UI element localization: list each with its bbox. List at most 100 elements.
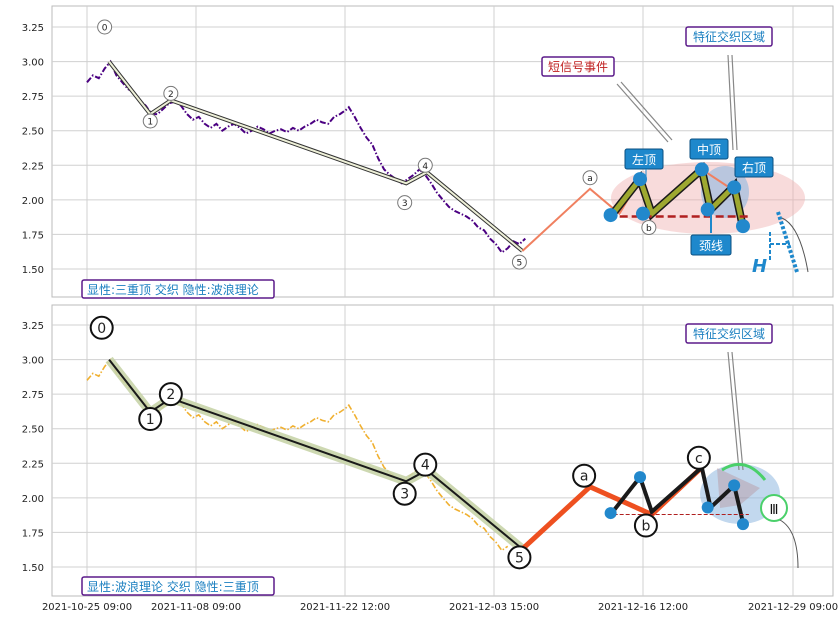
wave-label: 2 (168, 90, 174, 100)
wave-label-circle (89, 315, 114, 340)
annotation-label: 左顶 (632, 152, 656, 167)
key-point (700, 202, 715, 217)
y-tick-label: 2.00 (22, 494, 44, 505)
key-point (727, 180, 742, 195)
wave-label-circle (507, 545, 532, 570)
y-tick-label: 3.00 (22, 356, 44, 367)
y-tick-label: 2.75 (22, 390, 44, 401)
x-tick-label: 2021-11-22 12:00 (300, 602, 390, 613)
wave-label-circle (142, 113, 158, 129)
y-tick-label: 2.75 (22, 92, 44, 103)
key-point (604, 507, 617, 520)
panel-caption: 显性:三重顶 交织 隐性:波浪理论 (81, 279, 275, 299)
price-line (86, 358, 509, 552)
y-tick-label: 1.75 (22, 230, 44, 241)
y-tick-label: 1.50 (22, 563, 44, 574)
key-point (633, 172, 648, 187)
curve-arrow (781, 217, 809, 273)
plot-frame (51, 304, 834, 597)
wave-label: 5 (515, 550, 524, 566)
wave-line (108, 60, 524, 252)
wave-label: 4 (422, 162, 428, 172)
region-label: 特征交织区域 (693, 29, 765, 44)
x-tick-label: 2021-12-29 09:00 (748, 602, 838, 613)
curve-arrow (779, 519, 799, 569)
x-axis: 2021-10-25 09:00 2021-11-08 09:00 2021-11-… (42, 602, 838, 613)
wave-line (108, 358, 524, 550)
y-tick-label: 3.25 (22, 23, 44, 34)
wave-label: c (695, 451, 703, 467)
wave-label: 1 (146, 412, 155, 428)
annotation-label: 右顶 (742, 160, 766, 175)
region-box (685, 26, 773, 47)
green-arc (721, 462, 767, 481)
wave-label: b (641, 519, 650, 535)
wave-label: 0 (97, 321, 106, 337)
key-point (728, 479, 741, 492)
wave-label: 0 (102, 24, 108, 34)
x-tick-label: 2021-12-16 12:00 (598, 602, 688, 613)
y-tick-label: 3.25 (22, 321, 44, 332)
annotation-box (734, 156, 774, 178)
event-arrow (616, 81, 673, 143)
wave-label-circle (163, 85, 179, 101)
region-arrow (727, 351, 744, 471)
key-point (736, 518, 749, 531)
annotation-box (690, 234, 732, 256)
x-tick-label: 2021-11-08 09:00 (151, 602, 241, 613)
wave-label: 4 (421, 458, 430, 474)
interlace-zone (700, 464, 780, 524)
wave-label: 5 (517, 259, 523, 269)
wave-label-circle (138, 407, 163, 432)
region-label: 特征交织区域 (693, 326, 765, 341)
wave-label-circle (158, 382, 183, 407)
y-tick-label: 2.00 (22, 196, 44, 207)
wave-label: 1 (147, 118, 153, 128)
key-point (701, 501, 714, 514)
key-point (635, 206, 650, 221)
caption-text: 显性:波浪理论 交织 隐性:三重顶 (87, 579, 259, 594)
wave-label: 2 (166, 387, 175, 403)
key-point (634, 471, 647, 484)
region-arrow (727, 54, 738, 151)
x-tick-label: 2021-12-03 15:00 (449, 602, 539, 613)
key-point (735, 219, 750, 234)
y-tick-label: 2.25 (22, 459, 44, 470)
y-tick-label: 1.75 (22, 528, 44, 539)
projection-arrow (776, 211, 799, 273)
wave-label-circle (641, 220, 657, 236)
wave-label-circle (413, 452, 438, 477)
wave-label-circle (511, 254, 527, 270)
annotation-label: 颈线 (699, 239, 723, 253)
y-tick-label: 2.25 (22, 161, 44, 172)
wave-label: 3 (402, 199, 408, 209)
event-box (541, 56, 615, 77)
wave-label-circle (572, 463, 597, 488)
annotations-bottom: 特征交织区域 Ⅲ (685, 323, 799, 569)
h-target (769, 232, 790, 262)
wave-label-circle (397, 195, 413, 211)
h-symbol: H (752, 256, 767, 277)
annotation-box (624, 148, 664, 170)
symbol-circle (760, 494, 788, 522)
caption-box (81, 279, 275, 299)
wave-label-circle (392, 481, 417, 506)
y-tick-label: 1.50 (22, 265, 44, 276)
wave-label: 3 (400, 487, 409, 503)
caption-text: 显性:三重顶 交织 隐性:波浪理论 (87, 282, 259, 297)
wave-label-circle (686, 445, 711, 470)
wave-label: a (587, 174, 593, 184)
caption-box (81, 576, 275, 596)
key-point (603, 208, 618, 223)
panel-caption: 显性:波浪理论 交织 隐性:三重顶 (81, 576, 275, 596)
wave-label-circle (582, 170, 598, 186)
annotation-label: 中顶 (697, 142, 721, 157)
wave-label-circle (417, 157, 433, 173)
wave-label-circle (97, 19, 113, 35)
y-tick-label: 3.00 (22, 58, 44, 69)
panel-bottom: 3.25 3.00 2.75 2.50 2.25 2.00 1.75 1.50 0 12 34 5 a b… (22, 304, 834, 597)
price-line (86, 59, 526, 254)
y-tick-label: 2.50 (22, 127, 44, 138)
